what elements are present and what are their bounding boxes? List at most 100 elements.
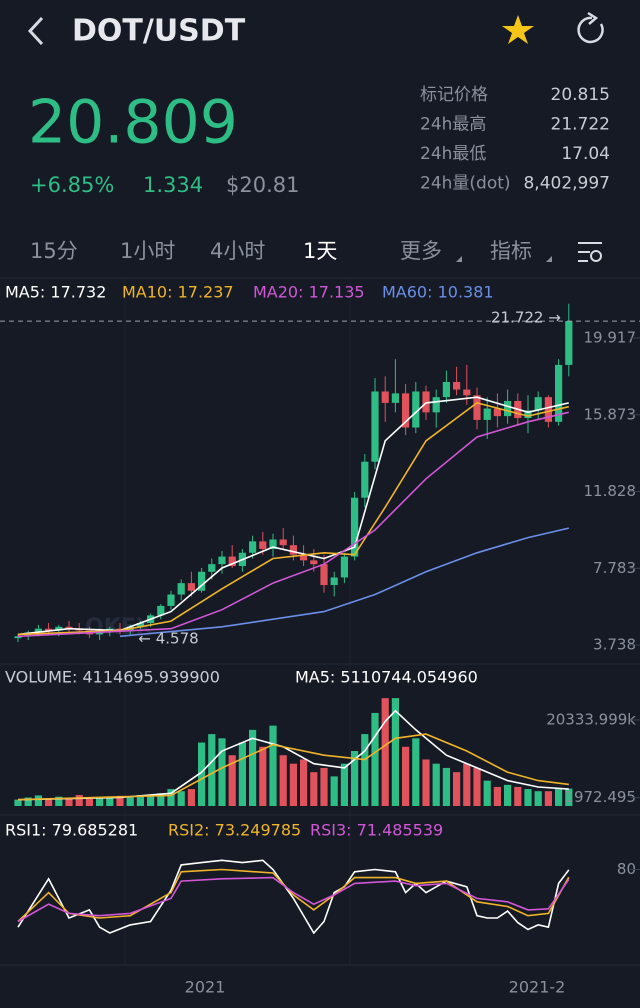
volume-bar	[55, 796, 63, 806]
volume-bar	[259, 746, 267, 806]
tab[interactable]: 更多	[400, 239, 442, 263]
candle-body	[493, 408, 501, 417]
candle-body	[14, 636, 22, 639]
candle-body	[402, 393, 410, 428]
candle-body	[483, 408, 491, 420]
legend-entry: RSI1: 79.685281	[5, 821, 138, 840]
candle-body	[351, 497, 359, 557]
stat-label: 24h量(dot)	[420, 174, 511, 194]
line	[17, 868, 570, 923]
candle-body	[340, 556, 348, 578]
volume-bar	[361, 734, 369, 806]
back-button[interactable]	[27, 16, 44, 46]
volume-bar	[136, 795, 144, 806]
volume-label: VOLUME: 4114695.939900	[5, 668, 220, 687]
volume-bar	[249, 729, 257, 806]
candle-body	[432, 397, 440, 413]
y-tick-label: 11.828	[584, 482, 637, 500]
y-tick-label: 7.783	[593, 559, 636, 577]
volume-bar	[177, 791, 185, 806]
candle-body	[259, 541, 267, 549]
volume-bar	[555, 789, 563, 806]
candle-body	[249, 541, 257, 553]
candle-body	[279, 539, 287, 546]
stat-value: 20.815	[551, 85, 610, 105]
volume-bar	[45, 798, 53, 806]
candle-body	[453, 381, 461, 390]
candle-body	[45, 628, 53, 631]
volume-bar	[351, 751, 359, 806]
volume-bar	[453, 772, 461, 806]
candle-body	[534, 397, 542, 411]
volume-bar	[147, 795, 155, 806]
volume-bar	[218, 738, 226, 806]
candle-body	[96, 632, 104, 635]
y-tick-label: 15.873	[584, 405, 637, 423]
volume-bar	[544, 791, 552, 806]
candle-body	[198, 571, 206, 591]
line	[17, 411, 569, 638]
legend-entry: MA5: 17.732	[5, 283, 106, 302]
volume-bar	[24, 797, 32, 806]
candle-body	[463, 389, 471, 396]
candle-body	[422, 391, 430, 413]
volume-bar	[534, 791, 542, 806]
stat-label: 24h最高	[420, 115, 486, 135]
change: 1.334	[143, 173, 203, 197]
legend-entry: MA60: 10.381	[382, 283, 494, 302]
volume-bar	[340, 763, 348, 806]
usd-price: $20.81	[226, 173, 299, 197]
volume-bar	[320, 767, 328, 806]
line	[17, 733, 569, 801]
volume-bar	[463, 763, 471, 806]
x-label: 2021-2	[509, 978, 566, 997]
indicator-settings[interactable]	[578, 242, 602, 262]
candle-body	[504, 400, 512, 417]
refresh-button[interactable]	[577, 11, 604, 44]
line	[119, 527, 569, 638]
tab[interactable]: 指标	[490, 239, 532, 263]
candle-body	[157, 605, 165, 616]
volume-bar	[300, 759, 308, 806]
volume-bar	[75, 795, 83, 806]
volume-bar	[371, 712, 379, 806]
candle-body	[565, 321, 573, 365]
volume-bar	[310, 772, 318, 806]
volume-bar	[198, 742, 206, 806]
candle-body	[473, 395, 481, 420]
stat-label: 24h最低	[420, 144, 486, 164]
candle-body	[177, 583, 185, 595]
candle-body	[65, 626, 73, 629]
favorite-star[interactable]	[502, 15, 534, 44]
candle-body	[371, 391, 379, 462]
stat-value: 8,402,997	[523, 174, 610, 194]
stat-value: 17.04	[561, 144, 610, 164]
candle-body	[412, 391, 420, 428]
candle-body	[228, 556, 236, 567]
line	[17, 402, 569, 636]
volume-bar	[116, 795, 124, 806]
candle-body	[55, 626, 63, 631]
legend-entry: MA10: 17.237	[122, 283, 234, 302]
legend-entry: RSI3: 71.485539	[310, 821, 443, 840]
x-label: 2021	[185, 978, 226, 997]
y-tick-label: 19.917	[584, 329, 637, 347]
candle-body	[218, 556, 226, 565]
volume-bar	[228, 755, 236, 806]
line	[17, 396, 569, 636]
volume-bar	[330, 776, 338, 806]
tab[interactable]: 4小时	[210, 239, 265, 263]
tab[interactable]: 1小时	[120, 239, 175, 263]
volume-bar	[504, 784, 512, 806]
volume-bar	[187, 789, 195, 806]
volume-bar	[524, 789, 532, 806]
candle-body	[381, 391, 389, 403]
tab[interactable]: 15分	[30, 239, 78, 263]
tab[interactable]: 1天	[303, 239, 337, 263]
volume-bar	[279, 755, 287, 806]
volume-bar	[167, 789, 175, 806]
dropdown-caret	[456, 256, 462, 262]
candle-body	[187, 583, 195, 591]
line	[17, 876, 570, 923]
